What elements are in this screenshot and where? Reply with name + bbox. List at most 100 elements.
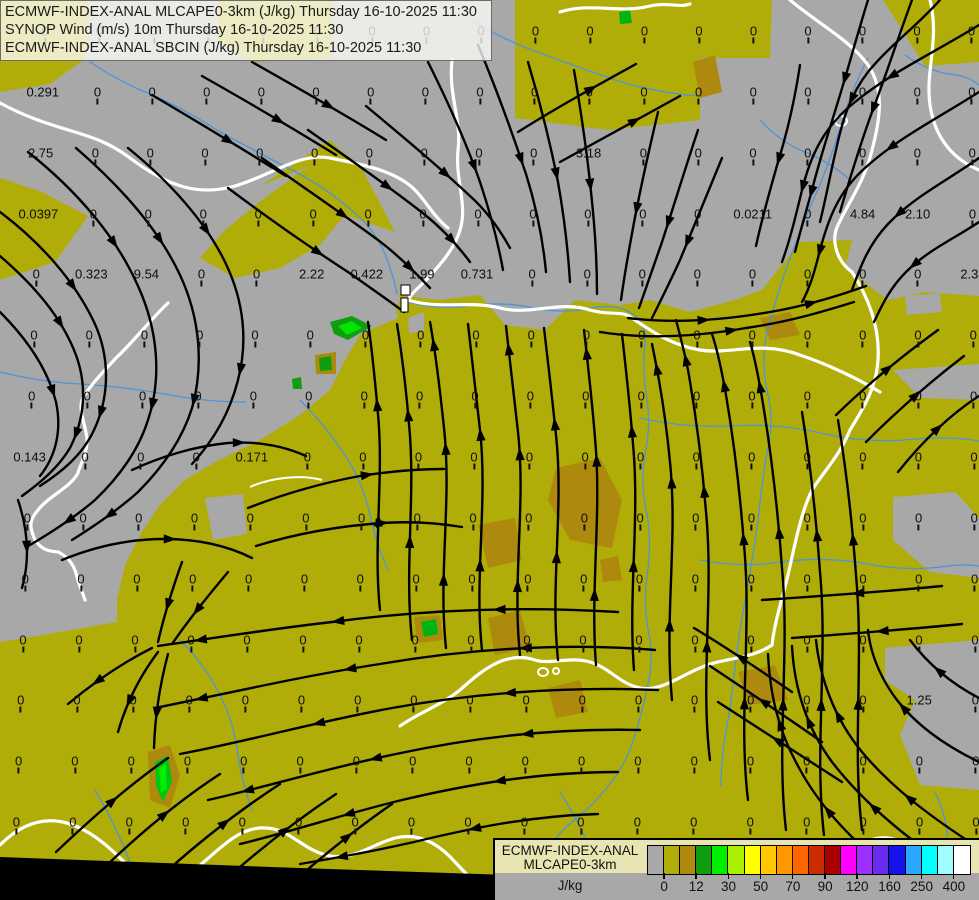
wind-arrowhead — [321, 98, 335, 110]
legend-title-line1: ECMWF-INDEX-ANAL — [501, 843, 639, 858]
wind-arrowhead — [842, 71, 852, 86]
wind-arrowhead — [886, 68, 900, 80]
wind-arrowhead — [735, 653, 749, 665]
legend-tick-mark — [727, 873, 729, 879]
legend-tick-mark — [920, 873, 923, 879]
wind-arrowhead — [52, 315, 64, 329]
wind-arrowhead — [163, 534, 177, 544]
wind-arrowhead — [342, 807, 356, 817]
wind-arrowhead — [311, 717, 326, 727]
wind-arrowhead — [628, 559, 638, 573]
wind-arrowhead — [880, 364, 894, 377]
legend-units: J/kg — [557, 878, 583, 893]
wind-arrowhead — [405, 535, 415, 549]
legend-swatch-14 — [873, 846, 890, 874]
wind-arrowhead — [476, 427, 486, 442]
wind-arrowhead — [550, 417, 561, 431]
wind-arrowhead — [468, 822, 482, 832]
wind-arrowhead — [277, 826, 291, 838]
legend-tick-label: 70 — [785, 879, 801, 894]
legend-swatch-19 — [953, 846, 970, 874]
wind-arrowhead — [520, 728, 534, 738]
wind-arrowhead — [816, 697, 826, 711]
wind-arrowhead — [775, 525, 785, 540]
legend-swatch-2 — [680, 846, 697, 874]
wind-arrowhead — [152, 231, 164, 245]
wind-arrowhead — [198, 222, 211, 236]
station-marker — [400, 284, 411, 313]
wind-arrowhead — [217, 818, 231, 831]
wind-arrowhead — [697, 315, 711, 325]
wind-arrowhead — [492, 775, 507, 785]
wind-arrowhead — [368, 752, 383, 762]
wind-arrowhead — [771, 736, 785, 748]
map-title-block: ECMWF-INDEX-ANAL MLCAPE0-3km (J/kg) Thur… — [0, 0, 492, 61]
title-mlcape: ECMWF-INDEX-ANAL MLCAPE0-3km (J/kg) Thur… — [5, 4, 477, 20]
wind-arrowhead — [334, 851, 349, 861]
wind-arrowhead — [65, 278, 77, 292]
legend-swatch-13 — [857, 846, 874, 874]
wind-arrowhead — [930, 423, 943, 437]
wind-arrowhead — [402, 259, 415, 273]
wind-arrowhead — [343, 663, 357, 673]
wind-arrowhead — [684, 234, 695, 249]
legend-tick-mark — [663, 873, 665, 879]
legend-tick-label: 0 — [660, 879, 668, 894]
legend-tick-mark — [695, 873, 697, 879]
legend-tick-mark — [952, 873, 955, 879]
legend-swatch-10 — [808, 846, 826, 874]
wind-arrowhead — [62, 513, 77, 525]
wind-arrowhead — [806, 715, 816, 730]
wind-arrowhead — [893, 205, 907, 218]
wind-arrowhead — [700, 484, 710, 499]
wind-arrowhead — [105, 796, 118, 809]
wind-arrowhead — [739, 696, 749, 710]
title-synop-wind: SYNOP Wind (m/s) 10m Thursday 16-10-2025… — [5, 22, 344, 38]
legend-swatch-16 — [905, 846, 922, 874]
wind-arrowhead — [492, 604, 506, 614]
legend-tick-mark — [824, 873, 826, 879]
legend-tick-label: 400 — [942, 879, 966, 894]
legend-swatch-9 — [792, 846, 809, 874]
wind-arrowhead — [835, 709, 846, 724]
wind-arrowhead — [583, 85, 598, 96]
legend-swatch-4 — [712, 846, 729, 874]
wind-arrowhead — [585, 178, 595, 192]
wind-arrowhead — [804, 300, 818, 310]
legend-tick-label: 50 — [753, 879, 769, 894]
wind-arrowhead — [241, 784, 255, 794]
wind-arrowhead — [720, 378, 730, 393]
wind-arrowhead — [853, 696, 863, 710]
wind-arrowhead — [104, 507, 118, 519]
wind-arrowhead — [702, 639, 712, 653]
wind-arrowhead — [190, 393, 200, 407]
legend-swatch-1 — [664, 846, 681, 874]
wind-arrowhead — [899, 702, 912, 716]
legend-swatch-bar — [647, 845, 971, 875]
legend-swatch-3 — [696, 846, 713, 874]
legend-tick-label: 30 — [720, 879, 737, 894]
legend-swatch-17 — [921, 846, 938, 874]
wind-arrowhead — [909, 256, 923, 269]
wind-arrowhead — [816, 243, 826, 258]
wind-arrowhead — [467, 158, 477, 173]
wind-arrowhead — [379, 179, 394, 191]
wind-arrowhead — [908, 390, 922, 403]
wind-arrowhead — [848, 91, 859, 106]
wind-arrowhead — [518, 643, 532, 653]
wind-arrowhead — [868, 802, 882, 816]
title-sbcin: ECMWF-INDEX-ANAL SBCIN (J/kg) Thursday 1… — [5, 40, 422, 56]
wind-arrowhead — [339, 832, 353, 845]
wind-arrowhead — [504, 342, 514, 356]
wind-arrowhead — [335, 207, 349, 219]
wind-arrowhead — [885, 139, 899, 152]
wind-arrowhead — [360, 471, 374, 481]
wind-arrowhead — [592, 453, 602, 467]
wind-arrowhead — [653, 362, 663, 376]
wind-arrowhead — [438, 166, 451, 179]
wind-arrowhead — [667, 475, 677, 489]
wind-arrowhead — [904, 794, 918, 806]
wind-arrowhead — [776, 151, 786, 166]
